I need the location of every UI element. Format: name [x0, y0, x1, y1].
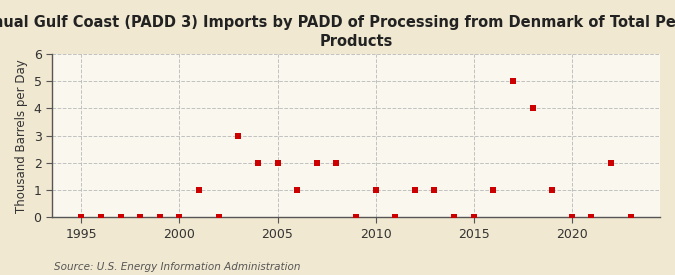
Point [252, 161, 263, 165]
Point [390, 215, 401, 219]
Point [449, 215, 460, 219]
Point [527, 106, 538, 111]
Point [468, 215, 479, 219]
Point [547, 188, 558, 192]
Point [292, 188, 302, 192]
Point [311, 161, 322, 165]
Point [135, 215, 146, 219]
Point [410, 188, 421, 192]
Point [155, 215, 165, 219]
Point [76, 215, 87, 219]
Point [194, 188, 205, 192]
Point [488, 188, 499, 192]
Point [115, 215, 126, 219]
Point [586, 215, 597, 219]
Point [174, 215, 185, 219]
Point [233, 133, 244, 138]
Title: Annual Gulf Coast (PADD 3) Imports by PADD of Processing from Denmark of Total P: Annual Gulf Coast (PADD 3) Imports by PA… [0, 15, 675, 49]
Text: Source: U.S. Energy Information Administration: Source: U.S. Energy Information Administ… [54, 262, 300, 272]
Point [96, 215, 107, 219]
Point [625, 215, 636, 219]
Point [370, 188, 381, 192]
Point [429, 188, 440, 192]
Point [566, 215, 577, 219]
Point [350, 215, 361, 219]
Point [605, 161, 616, 165]
Point [272, 161, 283, 165]
Point [213, 215, 224, 219]
Point [508, 79, 518, 83]
Y-axis label: Thousand Barrels per Day: Thousand Barrels per Day [15, 59, 28, 213]
Point [331, 161, 342, 165]
